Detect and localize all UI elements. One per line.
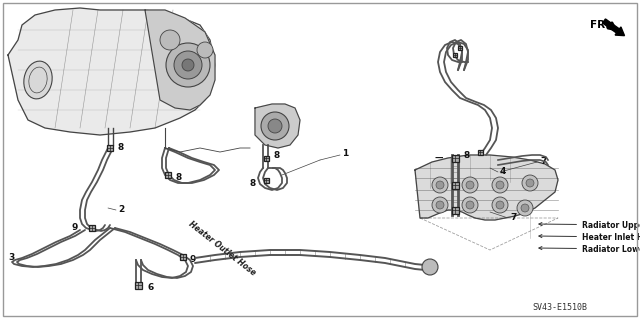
Bar: [451, 206, 458, 213]
Text: 7: 7: [510, 213, 516, 222]
Circle shape: [268, 119, 282, 133]
Polygon shape: [255, 104, 300, 148]
Circle shape: [466, 181, 474, 189]
Text: 8: 8: [118, 144, 124, 152]
Text: 8: 8: [250, 179, 256, 188]
Text: 1: 1: [342, 150, 348, 159]
Circle shape: [422, 259, 438, 275]
Text: 8: 8: [464, 205, 470, 214]
FancyArrow shape: [602, 19, 625, 36]
Text: 6: 6: [148, 284, 154, 293]
Polygon shape: [8, 8, 215, 135]
Circle shape: [436, 181, 444, 189]
Circle shape: [160, 30, 180, 50]
Circle shape: [492, 197, 508, 213]
Bar: [134, 281, 141, 288]
Text: FR.: FR.: [590, 20, 609, 30]
Bar: [180, 254, 186, 260]
Circle shape: [496, 201, 504, 209]
Text: —: —: [435, 153, 443, 162]
Bar: [107, 145, 113, 151]
Text: 8: 8: [273, 151, 279, 160]
Circle shape: [522, 175, 538, 191]
Circle shape: [462, 197, 478, 213]
Circle shape: [174, 51, 202, 79]
Text: 3: 3: [8, 254, 14, 263]
Bar: [264, 155, 269, 160]
Circle shape: [166, 43, 210, 87]
Text: 8: 8: [175, 174, 181, 182]
Bar: [458, 46, 462, 50]
Circle shape: [466, 201, 474, 209]
Text: 5: 5: [436, 181, 442, 189]
Bar: [264, 177, 269, 182]
Bar: [451, 182, 458, 189]
Circle shape: [462, 177, 478, 193]
Text: 2: 2: [118, 205, 124, 214]
Bar: [165, 172, 171, 178]
Text: 9: 9: [190, 256, 196, 264]
Text: SV43-E1510B: SV43-E1510B: [532, 303, 588, 313]
Circle shape: [432, 197, 448, 213]
Text: Radiator Lower Hose: Radiator Lower Hose: [539, 244, 640, 254]
Circle shape: [521, 204, 529, 212]
Circle shape: [261, 112, 289, 140]
Polygon shape: [145, 10, 215, 110]
Circle shape: [526, 179, 534, 187]
Polygon shape: [415, 155, 558, 220]
Text: Heater Inlet Hose: Heater Inlet Hose: [539, 233, 640, 241]
Circle shape: [197, 42, 213, 58]
Text: Heater Outlet Hose: Heater Outlet Hose: [187, 219, 257, 277]
Circle shape: [492, 177, 508, 193]
Ellipse shape: [24, 61, 52, 99]
Text: 7: 7: [540, 158, 547, 167]
Circle shape: [496, 181, 504, 189]
Text: 9: 9: [72, 224, 78, 233]
Bar: [477, 150, 483, 154]
Circle shape: [436, 201, 444, 209]
Bar: [453, 53, 457, 57]
Bar: [89, 225, 95, 231]
Circle shape: [517, 200, 533, 216]
Circle shape: [182, 59, 194, 71]
Text: Radiator Upper Hose: Radiator Upper Hose: [539, 220, 640, 229]
Text: 4: 4: [500, 167, 506, 176]
Bar: [451, 154, 458, 161]
Circle shape: [432, 177, 448, 193]
Text: 8: 8: [464, 151, 470, 160]
